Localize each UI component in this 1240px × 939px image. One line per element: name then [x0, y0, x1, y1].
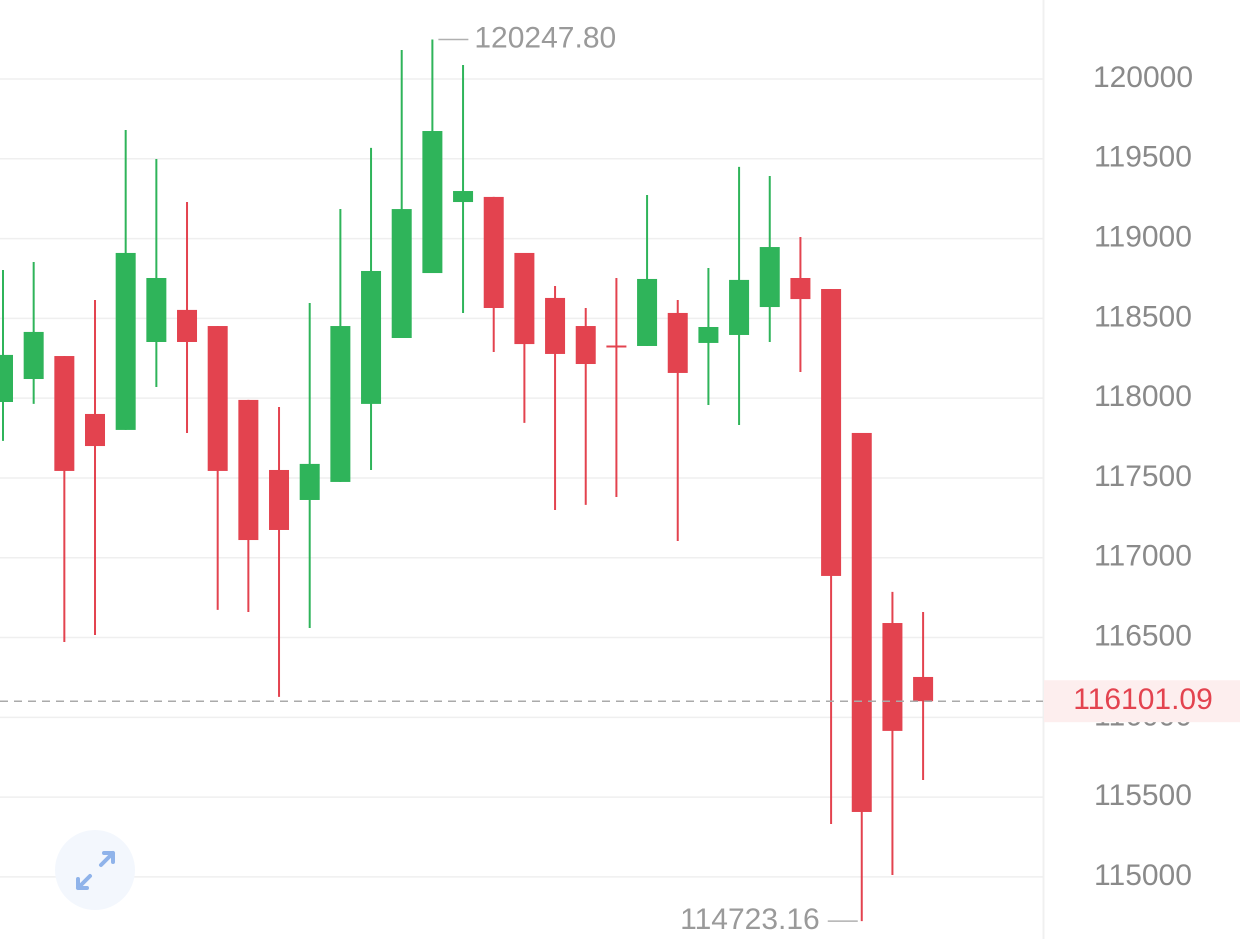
expand-button[interactable] — [55, 830, 135, 910]
candle-body — [422, 131, 443, 274]
candle-body — [882, 623, 903, 731]
y-tick-label: 115500 — [1094, 779, 1192, 812]
candle-body — [115, 252, 136, 430]
candle-body — [483, 196, 504, 308]
y-tick-label: 120000 — [1093, 61, 1193, 94]
candle-body — [667, 312, 688, 373]
candle-body — [54, 356, 75, 471]
y-tick-label: 115000 — [1094, 859, 1192, 892]
candle-body — [146, 277, 167, 342]
candle-body — [0, 354, 13, 402]
candle-body — [637, 278, 658, 346]
candle-body — [238, 399, 259, 541]
candle-body — [391, 209, 412, 339]
candle-body — [330, 326, 351, 482]
high-label: 120247.80 — [474, 21, 616, 54]
candle-body — [913, 676, 934, 702]
candle-body — [790, 277, 811, 300]
candle-body — [207, 326, 228, 471]
candle-body — [759, 247, 780, 308]
candle-body — [299, 463, 320, 500]
expand-icon — [76, 851, 115, 890]
y-tick-label: 118000 — [1094, 380, 1192, 413]
y-tick-label: 117500 — [1094, 460, 1192, 493]
candle-body — [575, 326, 596, 365]
candle-body — [514, 252, 535, 345]
y-tick-label: 118500 — [1094, 300, 1192, 333]
candle-body — [177, 309, 198, 342]
y-tick-label: 117000 — [1094, 540, 1192, 573]
candle-body — [85, 413, 106, 447]
candle-body — [851, 432, 872, 812]
candle-body — [361, 270, 382, 404]
low-label: 114723.16 — [680, 903, 820, 936]
last-price-box — [1044, 680, 1240, 723]
candle-body — [23, 331, 44, 380]
y-tick-label: 119000 — [1094, 221, 1192, 254]
candle-body — [698, 326, 719, 343]
candle-body — [269, 469, 290, 530]
candle-body — [606, 345, 627, 348]
candle-body — [729, 279, 750, 335]
y-tick-label: 116500 — [1094, 619, 1192, 652]
y-tick-label: 119500 — [1094, 141, 1192, 174]
candle-body — [453, 191, 474, 203]
candle-body — [821, 289, 842, 576]
candle-body — [545, 297, 566, 354]
last-price-label: 116101.09 — [1073, 683, 1213, 716]
axis-panel — [1043, 0, 1240, 939]
expand-bg — [55, 830, 135, 910]
